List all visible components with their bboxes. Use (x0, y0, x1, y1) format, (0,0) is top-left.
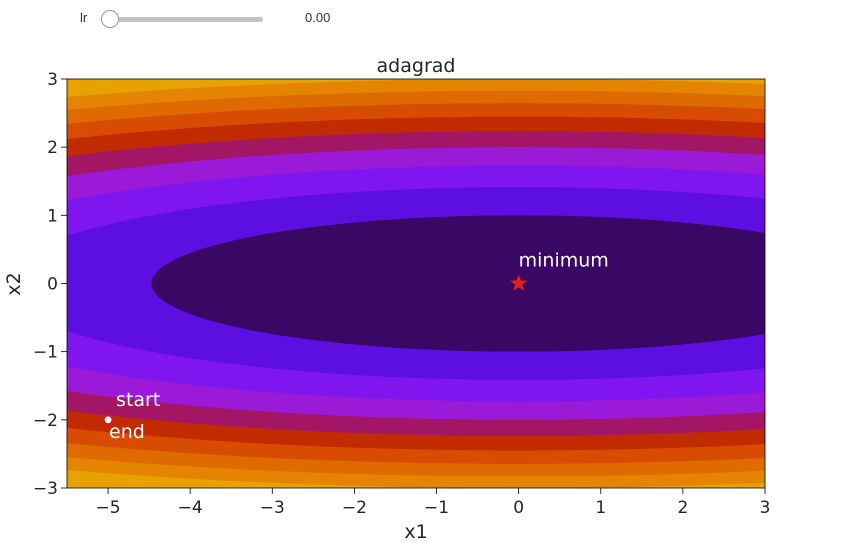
annotations: minimum start end (102, 250, 609, 443)
x-tick-label: 3 (760, 498, 771, 518)
x-axis-ticks: −5 −4 −3 −2 −1 0 1 2 3 (96, 488, 771, 518)
y-tick-label: −1 (33, 343, 58, 363)
y-tick-label: 3 (47, 70, 58, 90)
y-tick-label: 1 (47, 206, 58, 226)
x-tick-label: −1 (424, 498, 449, 518)
x-tick-label: 2 (677, 498, 688, 518)
x-tick-label: 1 (595, 498, 606, 518)
lr-slider-widget: lr 0.00 (0, 0, 845, 38)
x-axis-label: x1 (404, 521, 427, 542)
y-axis-ticks: −3 −2 −1 0 1 2 3 (33, 70, 67, 499)
contour-band-0 (151, 215, 765, 352)
end-label: end (109, 421, 145, 443)
start-label: start (116, 389, 160, 411)
chart-title: adagrad (377, 55, 456, 77)
x-tick-label: −4 (178, 498, 203, 518)
lr-slider-label: lr (80, 10, 88, 25)
contour-fill (67, 79, 765, 488)
x-tick-label: −2 (342, 498, 367, 518)
y-axis-label: x2 (3, 272, 25, 295)
lr-slider-value: 0.00 (305, 10, 331, 25)
lr-slider-track[interactable] (101, 10, 263, 28)
x-tick-label: 0 (513, 498, 524, 518)
y-tick-label: 0 (47, 275, 58, 295)
minimum-star (510, 274, 528, 291)
y-tick-label: −2 (33, 411, 58, 431)
minimum-label: minimum (519, 250, 609, 272)
y-tick-label: 2 (47, 138, 58, 158)
y-tick-label: −3 (33, 479, 58, 499)
lr-slider-handle[interactable] (101, 10, 119, 28)
start-point-marker (102, 414, 114, 426)
x-tick-label: −5 (96, 498, 121, 518)
x-tick-label: −3 (260, 498, 285, 518)
